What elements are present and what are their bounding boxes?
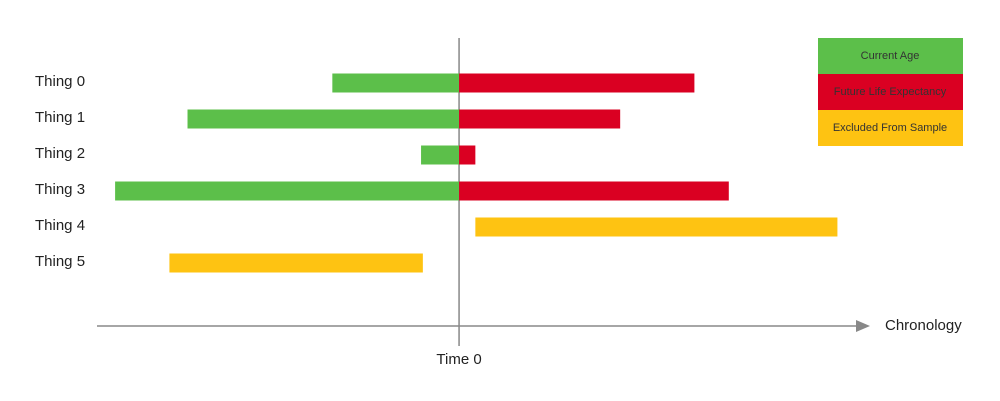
expectancy-bar	[459, 109, 621, 129]
age-bar	[187, 109, 460, 129]
expectancy-bar	[459, 145, 476, 165]
expectancy-bar	[459, 181, 729, 201]
range-bar	[475, 217, 838, 237]
x-tick-label: Time 0	[436, 351, 481, 368]
y-category-label: Thing 2	[35, 145, 85, 162]
y-category-label: Thing 4	[35, 217, 85, 234]
x-axis-arrow	[856, 320, 870, 332]
range-bar	[169, 253, 423, 273]
y-category-label: Thing 1	[35, 109, 85, 126]
y-category-label: Thing 3	[35, 181, 85, 198]
y-category-label: Thing 5	[35, 253, 85, 270]
age-bar	[421, 145, 460, 165]
y-category-label: Thing 0	[35, 73, 85, 90]
legend-swatch	[818, 74, 963, 110]
age-bar	[332, 73, 460, 93]
legend-swatch	[818, 110, 963, 146]
legend-label: Excluded From Sample	[833, 122, 947, 134]
legend-swatch	[818, 38, 963, 74]
legend-label: Future Life Expectancy	[834, 86, 947, 98]
x-axis-label: Chronology	[885, 317, 962, 334]
legend-label: Current Age	[861, 50, 920, 62]
expectancy-bar	[459, 73, 695, 93]
age-bar	[115, 181, 460, 201]
